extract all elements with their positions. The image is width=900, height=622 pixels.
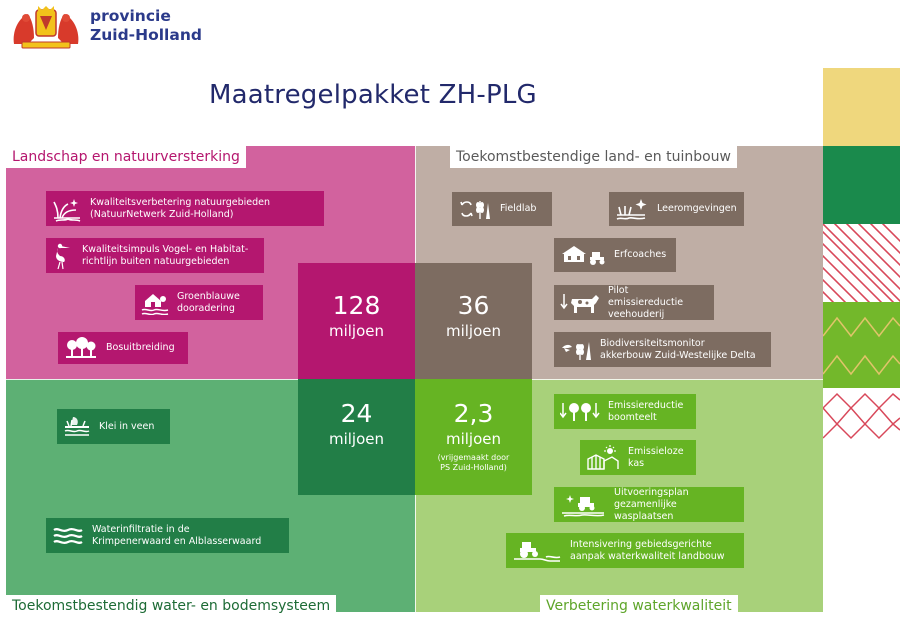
province-coat-of-arms-icon: [13, 6, 79, 49]
measure-label: Erfcoaches: [614, 249, 667, 260]
trees-icon: [64, 336, 98, 360]
logo-line-1: provincie: [90, 7, 171, 25]
measure-item: Fieldlab: [452, 192, 552, 226]
decor-stripe-hatched: [823, 224, 900, 302]
crop-bird-icon: [560, 338, 592, 362]
greenhouse-icon: [586, 444, 620, 471]
measure-label: Groenblauwe dooradering: [177, 290, 240, 314]
decor-stripe-yellow: [823, 68, 900, 146]
measure-label: Intensivering gebiedsgerichte aanpak wat…: [570, 538, 725, 562]
measure-item: Uitvoeringsplan gezamenlijke wasplaatsen: [554, 487, 744, 522]
budget-unit: miljoen: [445, 430, 502, 448]
measure-item: Waterinfiltratie in de Krimpenerwaard en…: [46, 518, 289, 553]
waves-icon: [52, 525, 84, 547]
measure-item: Erfcoaches: [554, 238, 676, 272]
budget-unit: miljoen: [445, 322, 502, 340]
budget-note: (vrijgemaakt door PS Zuid-Holland): [437, 453, 510, 472]
measure-label: Pilot emissiereductie veehouderij: [608, 284, 684, 320]
heading-landscape-nature: Landschap en natuurversterking: [6, 146, 246, 168]
measure-label: Biodiversiteitsmonitor akkerbouw Zuid-We…: [600, 337, 756, 361]
house-water-icon: [141, 291, 169, 315]
measure-label: Fieldlab: [500, 203, 537, 214]
measure-item: Emissiereductie boomteelt: [554, 394, 696, 429]
measure-item: Klei in veen: [57, 409, 170, 444]
measure-label: Emissiereductie boomteelt: [608, 399, 684, 423]
measure-item: Bosuitbreiding: [58, 332, 188, 364]
nature-plant-icon: [52, 196, 82, 222]
heading-agriculture: Toekomstbestendige land- en tuinbouw: [450, 146, 738, 168]
decor-stripe-green: [823, 146, 900, 224]
heron-icon: [52, 242, 74, 270]
budget-unit: miljoen: [328, 322, 385, 340]
measure-item: Biodiversiteitsmonitor akkerbouw Zuid-We…: [554, 332, 771, 367]
measure-label: Emissieloze kas: [628, 445, 684, 469]
measure-label: Kwaliteitsverbetering natuurgebieden (Na…: [90, 196, 271, 220]
budget-amount: 2,3: [453, 399, 494, 428]
measure-item: Groenblauwe dooradering: [135, 285, 263, 320]
measure-item: Emissieloze kas: [580, 440, 696, 475]
budget-box-water-soil: 24 miljoen: [298, 379, 415, 495]
fieldlab-icon: [458, 197, 492, 221]
measure-label: Klei in veen: [99, 420, 155, 432]
measure-label: Uitvoeringsplan gezamenlijke wasplaatsen: [614, 486, 689, 522]
budget-amount: 128: [332, 291, 381, 320]
measure-item: Kwaliteitsimpuls Vogel- en Habitat- rich…: [46, 238, 264, 273]
measure-item: Intensivering gebiedsgerichte aanpak wat…: [506, 533, 744, 568]
measure-item: Leeromgevingen: [609, 192, 744, 226]
measure-item: Kwaliteitsverbetering natuurgebieden (Na…: [46, 191, 324, 226]
budget-box-agriculture: 36 miljoen: [415, 263, 532, 379]
measure-item: Pilot emissiereductie veehouderij: [554, 285, 714, 320]
page-title: Maatregelpakket ZH-PLG: [209, 80, 537, 110]
heading-water-soil: Toekomstbestendig water- en bodemsysteem: [6, 595, 337, 617]
measure-label: Waterinfiltratie in de Krimpenerwaard en…: [92, 523, 262, 547]
heading-water-quality: Verbetering waterkwaliteit: [540, 595, 738, 617]
budget-amount: 36: [457, 291, 490, 320]
measure-label: Bosuitbreiding: [106, 342, 175, 353]
budget-box-water-quality: 2,3 miljoen (vrijgemaakt door PS Zuid-Ho…: [415, 379, 532, 495]
wash-place-icon: [560, 493, 606, 517]
tractor-water-icon: [512, 539, 562, 563]
tree-nursery-icon: [560, 400, 600, 424]
budget-amount: 24: [340, 399, 373, 428]
farm-tractor-icon: [560, 244, 606, 266]
logo-line-2: Zuid-Holland: [90, 26, 202, 44]
decor-stripe-lime-zigzag: [823, 302, 900, 388]
budget-box-landscape: 128 miljoen: [298, 263, 415, 379]
soil-layer-icon: [63, 415, 91, 439]
measure-label: Leeromgevingen: [657, 203, 737, 214]
measure-label: Kwaliteitsimpuls Vogel- en Habitat- rich…: [82, 243, 249, 267]
province-logo-text: provincie Zuid-Holland: [90, 7, 202, 45]
budget-unit: miljoen: [328, 430, 385, 448]
decor-stripe-zigzag: [823, 388, 900, 466]
sparkle-field-icon: [615, 197, 649, 221]
cow-icon: [560, 291, 600, 315]
